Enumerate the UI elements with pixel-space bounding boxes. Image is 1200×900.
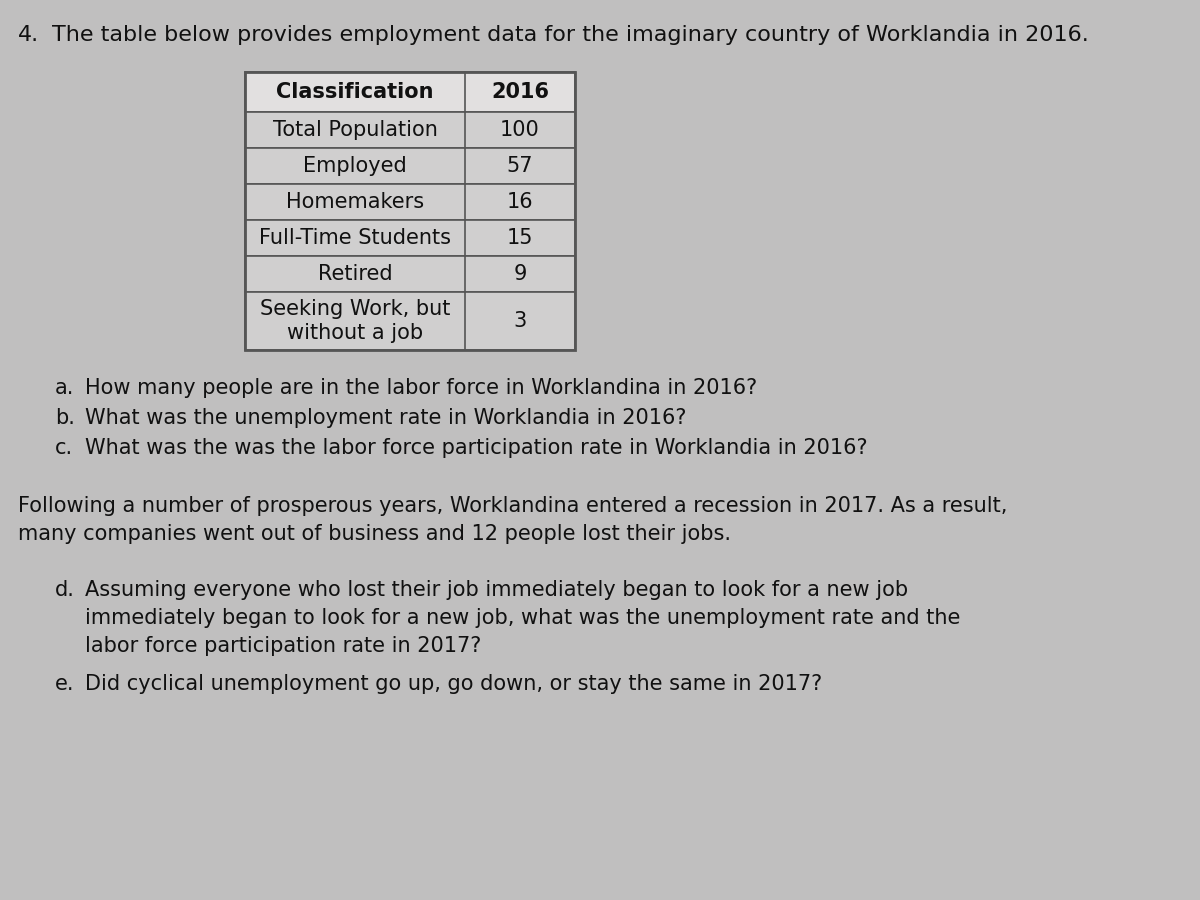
Bar: [245, 292, 575, 350]
Bar: [245, 148, 575, 184]
Text: Retired: Retired: [318, 264, 392, 284]
Text: Seeking Work, but
without a job: Seeking Work, but without a job: [260, 300, 450, 343]
Bar: [245, 220, 575, 256]
Text: 4.: 4.: [18, 25, 40, 45]
Text: The table below provides employment data for the imaginary country of Worklandia: The table below provides employment data…: [52, 25, 1088, 45]
Bar: [245, 256, 575, 292]
Text: labor force participation rate in 2017?: labor force participation rate in 2017?: [85, 636, 481, 656]
Text: Did cyclical unemployment go up, go down, or stay the same in 2017?: Did cyclical unemployment go up, go down…: [85, 674, 822, 694]
Text: d.: d.: [55, 580, 74, 600]
Text: immediately began to look for a new job, what was the unemployment rate and the: immediately began to look for a new job,…: [85, 608, 960, 628]
Text: a.: a.: [55, 378, 74, 398]
Text: How many people are in the labor force in Worklandina in 2016?: How many people are in the labor force i…: [85, 378, 757, 398]
Bar: [245, 184, 575, 220]
Text: b.: b.: [55, 408, 74, 428]
Bar: [245, 72, 575, 112]
Text: Total Population: Total Population: [272, 120, 438, 140]
Text: 100: 100: [500, 120, 540, 140]
Text: 16: 16: [506, 192, 533, 212]
Text: Homemakers: Homemakers: [286, 192, 424, 212]
Text: What was the was the labor force participation rate in Worklandia in 2016?: What was the was the labor force partici…: [85, 438, 868, 458]
Text: Employed: Employed: [304, 156, 407, 176]
Text: 2016: 2016: [491, 82, 550, 102]
Text: Assuming everyone who lost their job immediately began to look for a new job: Assuming everyone who lost their job imm…: [85, 580, 908, 600]
Text: 9: 9: [514, 264, 527, 284]
Text: e.: e.: [55, 674, 74, 694]
Text: Following a number of prosperous years, Worklandina entered a recession in 2017.: Following a number of prosperous years, …: [18, 496, 1007, 516]
Bar: [245, 72, 575, 350]
Text: Full-Time Students: Full-Time Students: [259, 228, 451, 248]
Text: What was the unemployment rate in Worklandia in 2016?: What was the unemployment rate in Workla…: [85, 408, 686, 428]
Text: 57: 57: [506, 156, 533, 176]
Text: many companies went out of business and 12 people lost their jobs.: many companies went out of business and …: [18, 524, 731, 544]
Text: 3: 3: [514, 311, 527, 331]
Text: c.: c.: [55, 438, 73, 458]
Text: Classification: Classification: [276, 82, 433, 102]
Bar: [245, 112, 575, 148]
Text: 15: 15: [506, 228, 533, 248]
